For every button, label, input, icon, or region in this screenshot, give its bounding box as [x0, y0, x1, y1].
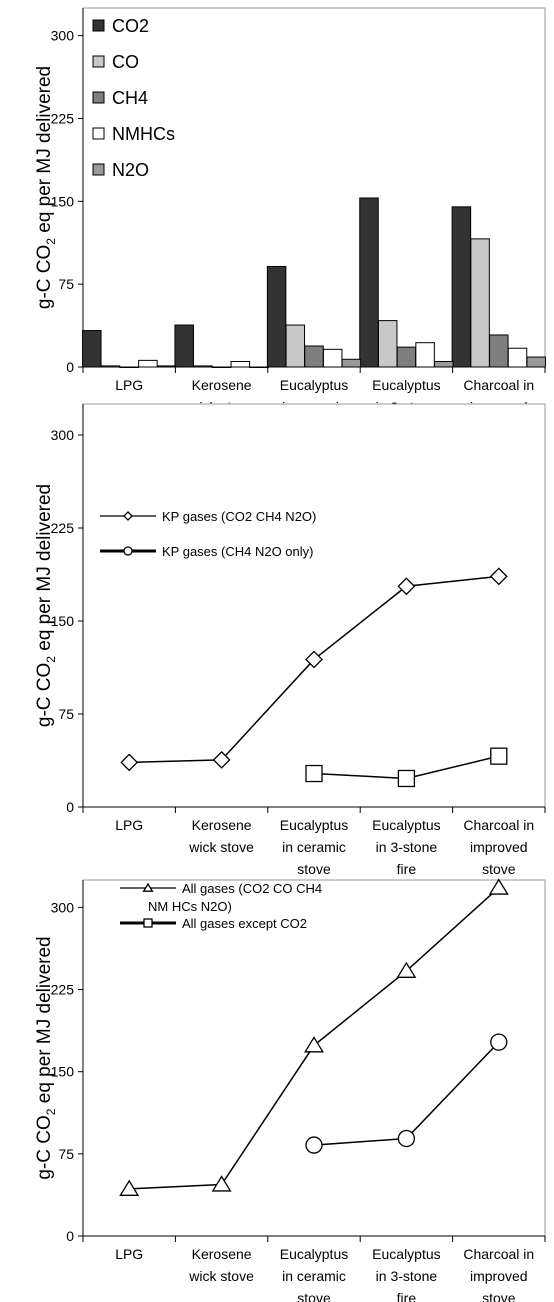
bar-co [100, 365, 121, 368]
bar-nmhcs [507, 347, 528, 368]
y-tick-label: 75 [58, 276, 74, 292]
bar-co [377, 320, 398, 368]
y-tick-label: 75 [58, 706, 74, 722]
legend-label: CO2 [112, 16, 149, 36]
y-tick-label: 300 [51, 427, 75, 443]
bar-ch4 [396, 346, 417, 368]
data-point-marker [304, 1036, 324, 1053]
data-point-marker [120, 753, 139, 772]
y-tick-label: 0 [66, 1228, 74, 1244]
data-point-marker [490, 1033, 508, 1051]
data-point-marker [211, 1175, 232, 1192]
bar-ch4 [211, 366, 232, 368]
data-point-marker [305, 764, 323, 783]
legend-swatch [92, 19, 105, 32]
bar-co2 [82, 330, 102, 368]
data-point-marker [397, 577, 416, 596]
y-tick-label: 225 [51, 982, 75, 998]
data-point-marker [305, 650, 323, 669]
bar-nmhcs [138, 359, 158, 368]
legend-label: KP gases (CO2 CH4 N2O) [162, 509, 316, 524]
bar-co2 [266, 265, 287, 368]
plot-area [82, 403, 546, 808]
line-chart-all-gases-panel: 0 75 150 225 300 LPG Kerosene wick stove Eucalyp… [34, 878, 546, 1302]
y-axis-label: g-C CO2 eq per MJ delivered [34, 66, 58, 309]
bar-n2o [156, 365, 177, 368]
y-tick-label: 0 [66, 799, 74, 815]
bar-co2 [451, 206, 472, 368]
bar-co2 [174, 324, 194, 368]
legend-marker [143, 918, 153, 928]
legend-label: CH4 [112, 88, 148, 108]
x-category-label: LPG [115, 817, 143, 833]
y-tick-label: 150 [51, 1064, 75, 1080]
data-point-marker [397, 769, 416, 788]
bar-nmhcs [230, 360, 251, 368]
bar-co [470, 238, 490, 368]
legend-swatch [92, 91, 105, 104]
x-category-label: LPG [115, 377, 143, 393]
y-axis-label: g-C CO2 eq per MJ delivered [34, 936, 58, 1179]
data-point-marker [397, 1129, 416, 1148]
line-chart-kp-gases-panel: 0 75 150 225 300 LPG Kerosene wick stove Eucalyp… [34, 403, 546, 877]
data-point-marker [490, 747, 508, 765]
legend-label: N2O [112, 160, 149, 180]
data-point-marker [396, 961, 417, 978]
data-point-marker [119, 1179, 140, 1196]
data-point-marker [489, 567, 508, 586]
bar-n2o [434, 360, 454, 368]
y-tick-label: 75 [58, 1146, 74, 1162]
plot-area [82, 879, 546, 1237]
x-category-label: LPG [115, 1246, 143, 1262]
bar-n2o [526, 356, 546, 368]
bar-nmhcs [322, 348, 343, 368]
bar-co [193, 365, 213, 368]
legend-swatch [92, 55, 105, 68]
bar-co2 [359, 197, 379, 368]
legend-swatch [92, 163, 105, 176]
legend-swatch [92, 127, 105, 140]
bar-nmhcs [415, 342, 435, 368]
y-tick-label: 300 [51, 28, 75, 44]
y-tick-label: 300 [51, 899, 75, 915]
legend-marker [142, 882, 154, 892]
y-tick-label: 150 [51, 193, 75, 209]
data-point-marker [305, 1136, 323, 1154]
bar-ch4 [304, 345, 324, 368]
y-axis-label: g-C CO2 eq per MJ delivered [34, 484, 58, 727]
bar-ch4 [119, 366, 139, 368]
legend-label: CO [112, 52, 139, 72]
bar-n2o [249, 366, 269, 368]
y-tick-label: 150 [51, 613, 75, 629]
data-point-marker [212, 750, 231, 769]
bar-co [285, 324, 306, 368]
data-point-marker [488, 878, 509, 895]
legend-label: KP gases (CH4 N2O only) [162, 544, 314, 559]
legend-marker [123, 546, 133, 556]
y-tick-label: 225 [51, 110, 75, 126]
legend-label: All gases (CO2 CO CH4 NM HCs N2O) [148, 881, 322, 914]
legend-label: NMHCs [112, 124, 175, 144]
bar-n2o [341, 358, 362, 368]
legend-label: All gases except CO2 [182, 916, 307, 931]
y-tick-label: 0 [66, 359, 74, 375]
y-tick-label: 225 [51, 520, 75, 536]
legend-marker [123, 511, 133, 521]
bar-ch4 [489, 334, 509, 368]
